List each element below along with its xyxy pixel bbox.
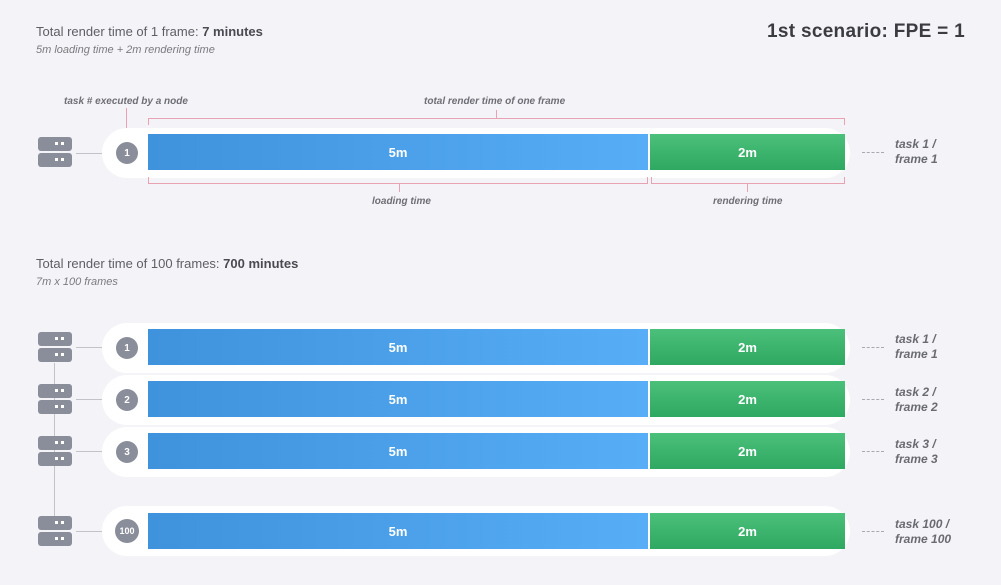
dashed-arrow-icon bbox=[862, 347, 884, 348]
rendering-bar: 2m bbox=[650, 513, 845, 549]
task-label: task 1 / frame 1 bbox=[895, 137, 938, 167]
task-executed-annotation: task # executed by a node bbox=[64, 96, 188, 107]
task-label-line1: task 3 / bbox=[895, 437, 936, 451]
task-label-line1: task 1 / bbox=[895, 332, 936, 346]
section-1-title: Total render time of 1 frame: 7 minutes bbox=[36, 24, 263, 39]
loading-bracket-left-end bbox=[148, 177, 149, 184]
task-label: task 2 / frame 2 bbox=[895, 385, 938, 415]
server-connector bbox=[76, 531, 104, 532]
node-badge: 3 bbox=[116, 441, 138, 463]
rendering-bracket-left-end bbox=[651, 177, 652, 184]
loading-bar: 5m bbox=[148, 329, 648, 365]
dashed-arrow-icon bbox=[862, 531, 884, 532]
server-connector bbox=[76, 347, 104, 348]
rendering-bracket-right-end bbox=[844, 177, 845, 184]
server-icon bbox=[38, 384, 72, 416]
loading-bracket-right-end bbox=[647, 177, 648, 184]
server-icon bbox=[38, 332, 72, 364]
task-label-line2: frame 2 bbox=[895, 400, 938, 414]
dashed-arrow-icon bbox=[862, 152, 884, 153]
section-1-subtitle: 5m loading time + 2m rendering time bbox=[36, 44, 215, 56]
task-label: task 3 / frame 3 bbox=[895, 437, 938, 467]
loading-bar: 5m bbox=[148, 134, 648, 170]
task-label-line2: frame 1 bbox=[895, 152, 938, 166]
task-label: task 100 / frame 100 bbox=[895, 517, 951, 547]
dashed-arrow-icon bbox=[862, 451, 884, 452]
loading-bar: 5m bbox=[148, 513, 648, 549]
rendering-bar: 2m bbox=[650, 381, 845, 417]
rendering-bar: 2m bbox=[650, 329, 845, 365]
scenario-heading: 1st scenario: FPE = 1 bbox=[767, 21, 965, 42]
loading-bracket-tick bbox=[399, 184, 400, 192]
task-label: task 1 / frame 1 bbox=[895, 332, 938, 362]
dashed-arrow-icon bbox=[862, 399, 884, 400]
task-label-line1: task 1 / bbox=[895, 137, 936, 151]
node-badge: 100 bbox=[115, 519, 139, 543]
server-icon bbox=[38, 137, 72, 169]
server-connector bbox=[76, 153, 104, 154]
loading-bar: 5m bbox=[148, 433, 648, 469]
section-2-subtitle: 7m x 100 frames bbox=[36, 276, 118, 288]
rendering-bar: 2m bbox=[650, 433, 845, 469]
rendering-bar: 2m bbox=[650, 134, 845, 170]
section-2-title: Total render time of 100 frames: 700 min… bbox=[36, 256, 299, 271]
task-label-line1: task 100 / bbox=[895, 517, 950, 531]
node-badge: 1 bbox=[116, 337, 138, 359]
top-bracket-left-end bbox=[148, 118, 149, 125]
task-label-line1: task 2 / bbox=[895, 385, 936, 399]
top-bracket-tick bbox=[496, 110, 497, 118]
top-bracket-right-end bbox=[844, 118, 845, 125]
node-badge: 2 bbox=[116, 389, 138, 411]
loading-bracket bbox=[148, 183, 648, 184]
rendering-time-annotation: rendering time bbox=[713, 196, 783, 207]
task-label-line2: frame 100 bbox=[895, 532, 952, 546]
server-connector bbox=[76, 399, 104, 400]
loading-bar: 5m bbox=[148, 381, 648, 417]
top-bracket bbox=[148, 118, 845, 119]
server-connector bbox=[76, 451, 104, 452]
loading-time-annotation: loading time bbox=[372, 196, 431, 207]
node-badge: 1 bbox=[116, 142, 138, 164]
server-icon bbox=[38, 516, 72, 548]
task-label-line2: frame 3 bbox=[895, 452, 938, 466]
rendering-bracket bbox=[651, 183, 845, 184]
total-one-frame-annotation: total render time of one frame bbox=[424, 96, 566, 107]
server-icon bbox=[38, 436, 72, 468]
task-annotation-pointer bbox=[126, 108, 127, 142]
task-label-line2: frame 1 bbox=[895, 347, 938, 361]
rendering-bracket-tick bbox=[747, 184, 748, 192]
